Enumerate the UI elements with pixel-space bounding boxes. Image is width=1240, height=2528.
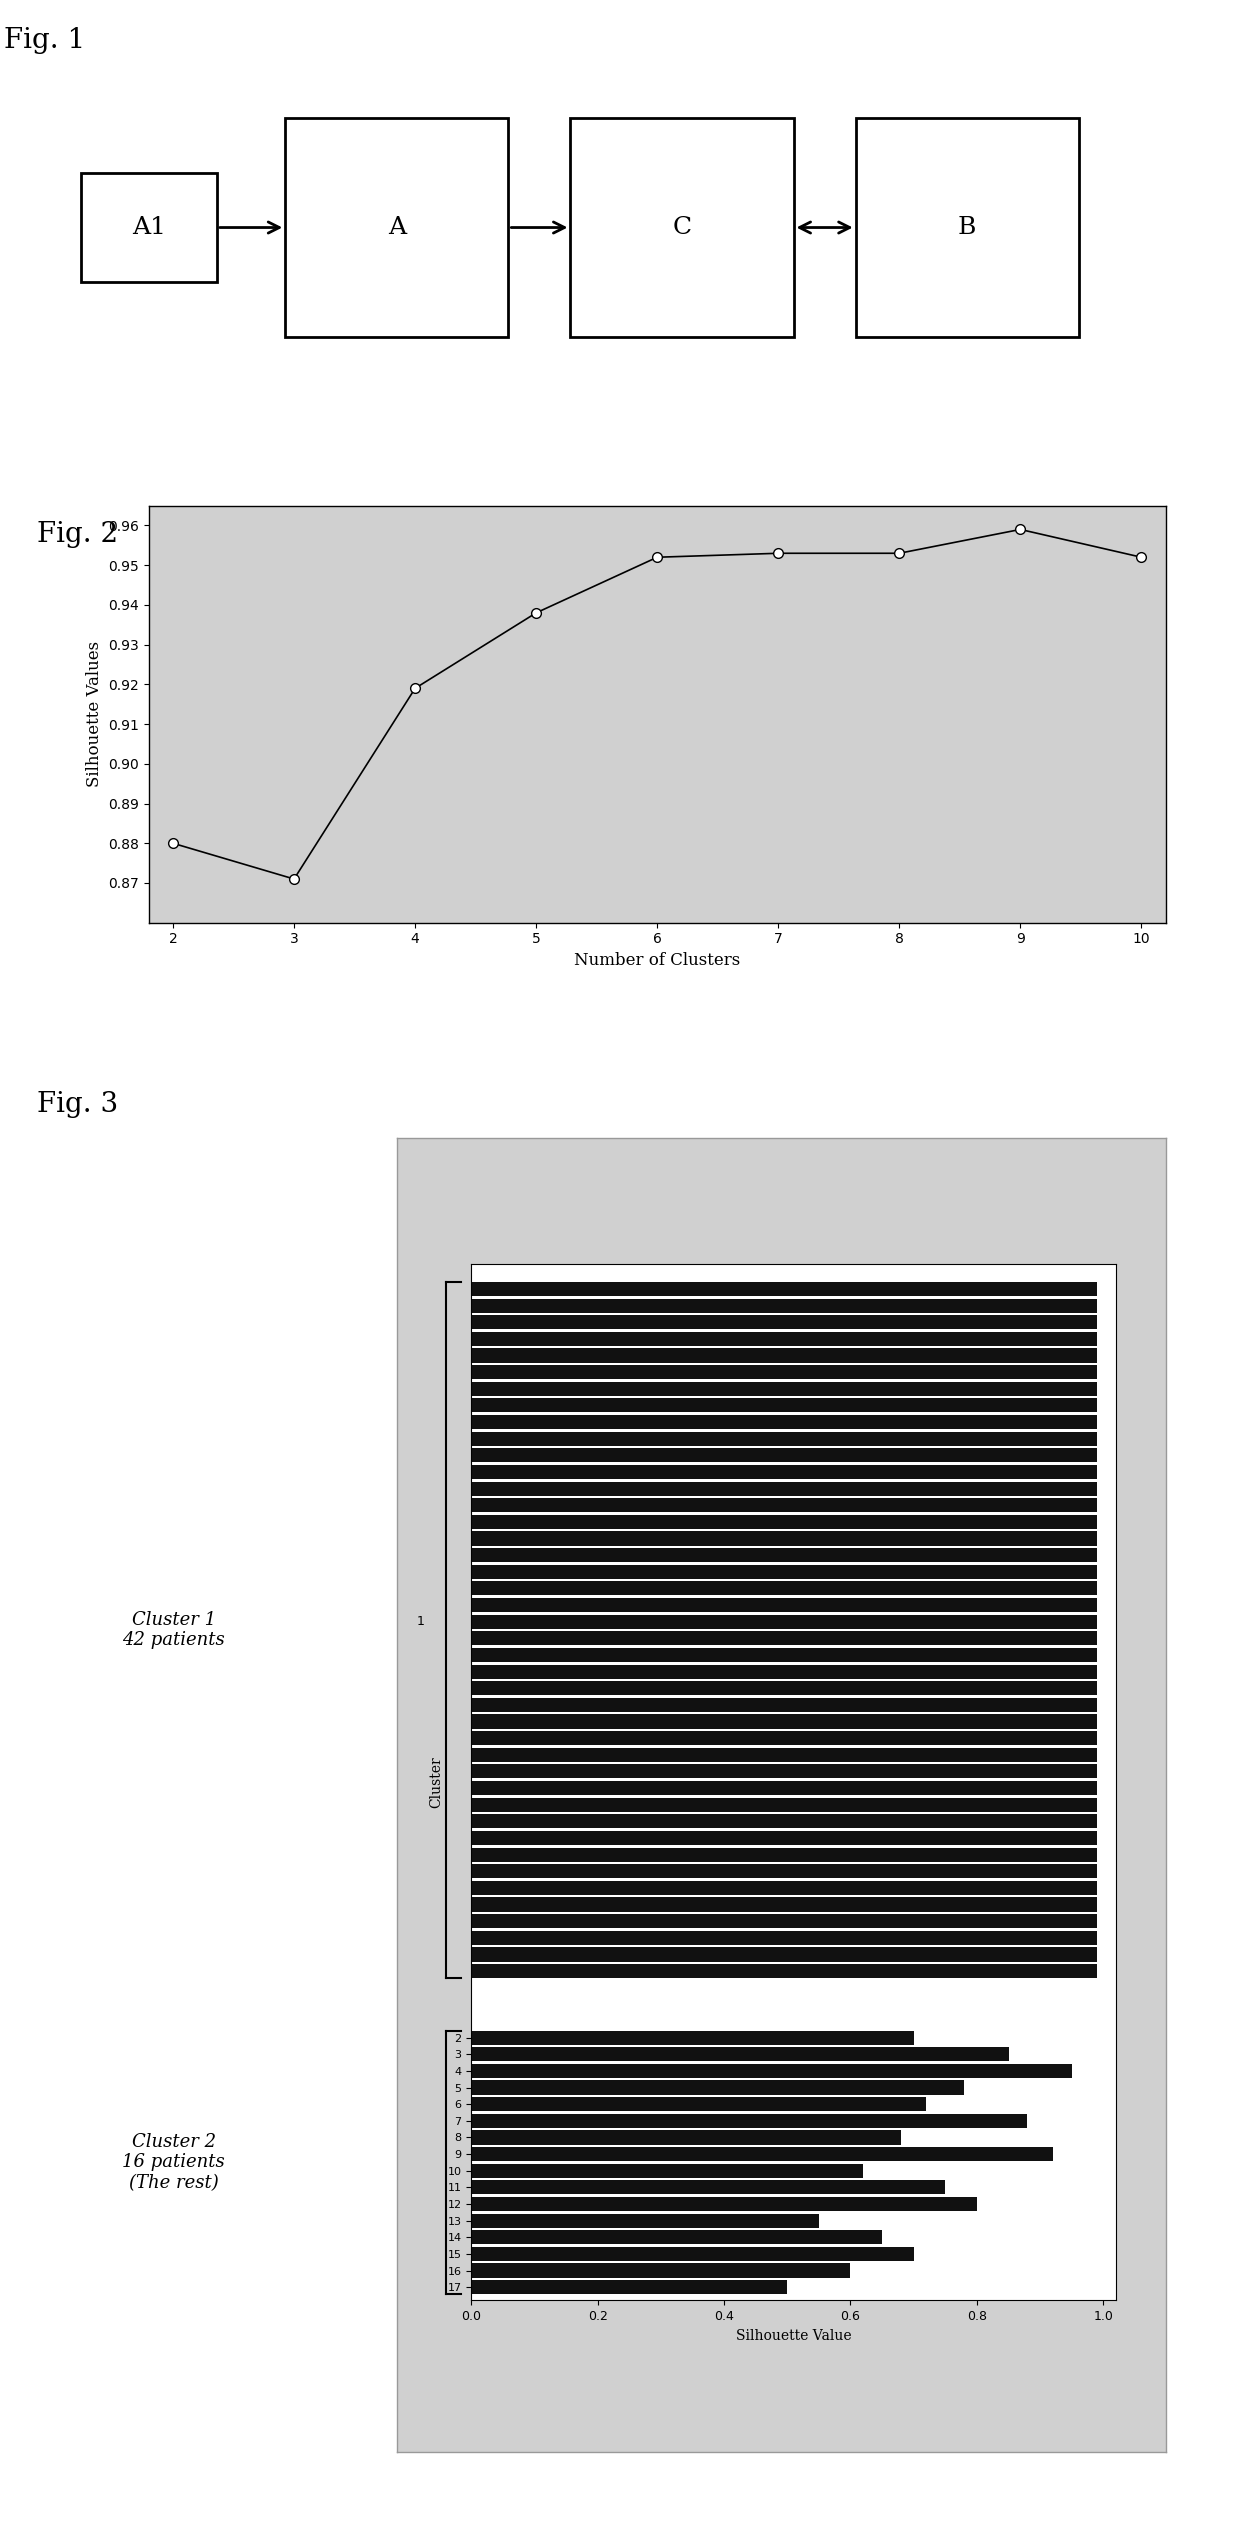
Bar — [471, 1714, 1097, 1729]
Bar — [471, 1598, 1097, 1613]
Text: Cluster 2
16 patients
(The rest): Cluster 2 16 patients (The rest) — [123, 2134, 224, 2192]
Bar — [471, 1914, 1097, 1929]
Bar — [471, 1449, 1097, 1461]
Bar — [471, 1699, 1097, 1711]
Bar — [471, 1565, 1097, 1580]
Bar — [471, 1848, 1097, 1861]
Bar — [471, 1499, 1097, 1512]
Bar — [471, 2230, 882, 2245]
Bar — [471, 1398, 1097, 1413]
Bar — [471, 1347, 1097, 1363]
X-axis label: Number of Clusters: Number of Clusters — [574, 953, 740, 968]
Text: A: A — [388, 215, 405, 240]
Bar — [471, 1899, 1097, 1911]
Bar — [471, 1631, 1097, 1646]
Bar — [471, 1332, 1097, 1345]
Bar — [471, 2030, 914, 2045]
Text: Fig. 1: Fig. 1 — [4, 28, 86, 53]
Bar — [471, 1830, 1097, 1845]
Bar — [471, 2179, 945, 2194]
Bar — [471, 1797, 1097, 1813]
Bar — [471, 1765, 1097, 1780]
Bar — [471, 1747, 1097, 1762]
Bar — [471, 1681, 1097, 1696]
Bar — [570, 119, 794, 336]
Bar — [471, 1732, 1097, 1744]
Bar — [471, 1481, 1097, 1497]
FancyBboxPatch shape — [139, 475, 1176, 943]
Bar — [471, 2280, 787, 2295]
Bar — [471, 1299, 1097, 1312]
Bar — [471, 1514, 1097, 1529]
Bar — [471, 2081, 965, 2096]
Bar — [471, 2113, 1028, 2129]
Bar — [471, 1383, 1097, 1395]
Text: B: B — [959, 215, 976, 240]
X-axis label: Silhouette Value: Silhouette Value — [735, 2328, 852, 2343]
Bar — [471, 2131, 901, 2144]
Bar — [471, 1615, 1097, 1628]
Bar — [81, 172, 217, 283]
Text: Fig. 3: Fig. 3 — [37, 1092, 118, 1117]
Bar — [471, 2048, 1008, 2060]
Bar — [471, 1464, 1097, 1479]
Bar — [471, 2215, 818, 2227]
Bar — [471, 1947, 1097, 1962]
Bar — [471, 1547, 1097, 1562]
Y-axis label: Cluster: Cluster — [429, 1757, 443, 1808]
Text: Fig. 2: Fig. 2 — [37, 521, 118, 549]
Y-axis label: Silhouette Values: Silhouette Values — [86, 642, 103, 786]
Bar — [471, 1815, 1097, 1828]
Text: 1: 1 — [417, 1615, 424, 1628]
Bar — [471, 2098, 926, 2111]
Bar — [471, 1648, 1097, 1661]
Bar — [285, 119, 508, 336]
Bar — [471, 1431, 1097, 1446]
Bar — [471, 2063, 1071, 2078]
Text: C: C — [672, 215, 692, 240]
Bar — [471, 1863, 1097, 1878]
Bar — [471, 2197, 977, 2212]
Bar — [471, 1583, 1097, 1595]
Bar — [471, 1931, 1097, 1944]
Bar — [471, 1315, 1097, 1330]
Bar — [856, 119, 1079, 336]
Bar — [471, 2146, 1053, 2161]
Bar — [471, 1532, 1097, 1545]
Text: A1: A1 — [131, 215, 166, 240]
Bar — [471, 1282, 1097, 1297]
Bar — [471, 1881, 1097, 1896]
Bar — [471, 2263, 851, 2278]
Bar — [471, 1365, 1097, 1380]
Bar — [471, 1782, 1097, 1795]
Text: Cluster 1
42 patients: Cluster 1 42 patients — [123, 1610, 224, 1648]
Bar — [471, 1416, 1097, 1428]
Bar — [471, 1663, 1097, 1679]
Bar — [471, 1964, 1097, 1977]
Bar — [471, 2164, 863, 2177]
Bar — [471, 2247, 914, 2260]
